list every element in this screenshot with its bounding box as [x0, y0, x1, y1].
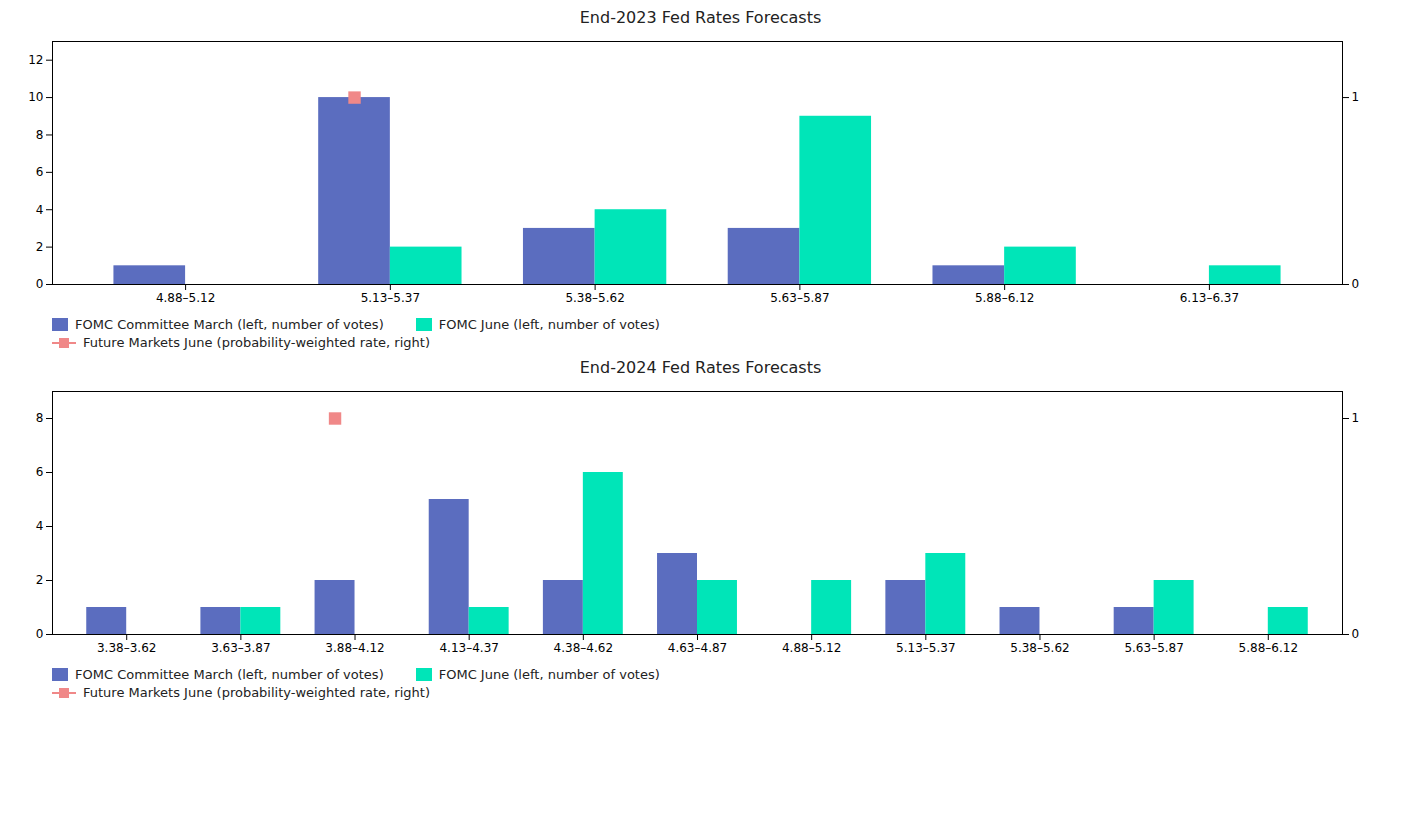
- svg-text:5.13–5.37: 5.13–5.37: [361, 291, 420, 305]
- svg-text:3.63–3.87: 3.63–3.87: [211, 641, 270, 655]
- svg-text:0: 0: [1352, 627, 1360, 641]
- svg-text:8: 8: [36, 128, 44, 142]
- svg-text:0: 0: [36, 277, 44, 291]
- svg-text:0: 0: [1352, 277, 1360, 291]
- html-text:Future Markets June (probabili: Future Markets June (probability-weighte…: [83, 335, 430, 350]
- html-text:FOMC Committee March (left, nu: FOMC Committee March (left, number of vo…: [75, 667, 384, 682]
- html-text:FOMC June (left, number of vot: FOMC June (left, number of votes): [438, 667, 660, 682]
- html-text:End-2023 Fed Rates Forecasts: End-2023 Fed Rates Forecasts: [579, 8, 822, 27]
- svg-text:4: 4: [36, 519, 44, 533]
- html-text:FOMC Committee March (left, nu: FOMC Committee March (left, number of vo…: [75, 317, 384, 332]
- svg-text:5.38–5.62: 5.38–5.62: [1010, 641, 1069, 655]
- svg-text:5.88–6.12: 5.88–6.12: [1239, 641, 1298, 655]
- svg-text:4.38–4.62: 4.38–4.62: [554, 641, 613, 655]
- svg-text:4: 4: [36, 203, 44, 217]
- svg-text:4.13–4.37: 4.13–4.37: [439, 641, 498, 655]
- svg-text:3.88–4.12: 3.88–4.12: [325, 641, 384, 655]
- svg-text:6: 6: [36, 465, 44, 479]
- svg-text:8: 8: [36, 411, 44, 425]
- svg-text:0: 0: [36, 627, 44, 641]
- svg-text:5.13–5.37: 5.13–5.37: [896, 641, 955, 655]
- svg-text:3.38–3.62: 3.38–3.62: [97, 641, 156, 655]
- svg-text:1: 1: [1352, 411, 1360, 425]
- svg-text:12: 12: [28, 53, 43, 67]
- html-text:FOMC June (left, number of vot: FOMC June (left, number of votes): [438, 317, 660, 332]
- html-text:Future Markets June (probabili: Future Markets June (probability-weighte…: [83, 685, 430, 700]
- svg-text:4.88–5.12: 4.88–5.12: [156, 291, 215, 305]
- svg-text:5.88–6.12: 5.88–6.12: [975, 291, 1034, 305]
- svg-text:2: 2: [36, 240, 44, 254]
- svg-text:4.88–5.12: 4.88–5.12: [782, 641, 841, 655]
- svg-text:5.63–5.87: 5.63–5.87: [770, 291, 829, 305]
- svg-text:5.63–5.87: 5.63–5.87: [1124, 641, 1183, 655]
- html-text:End-2024 Fed Rates Forecasts: End-2024 Fed Rates Forecasts: [579, 358, 822, 377]
- svg-text:4.63–4.87: 4.63–4.87: [668, 641, 727, 655]
- svg-text:2: 2: [36, 573, 44, 587]
- svg-text:1: 1: [1352, 90, 1360, 104]
- svg-text:6: 6: [36, 165, 44, 179]
- svg-text:5.38–5.62: 5.38–5.62: [565, 291, 624, 305]
- svg-text:10: 10: [28, 90, 43, 104]
- svg-text:6.13–6.37: 6.13–6.37: [1180, 291, 1239, 305]
